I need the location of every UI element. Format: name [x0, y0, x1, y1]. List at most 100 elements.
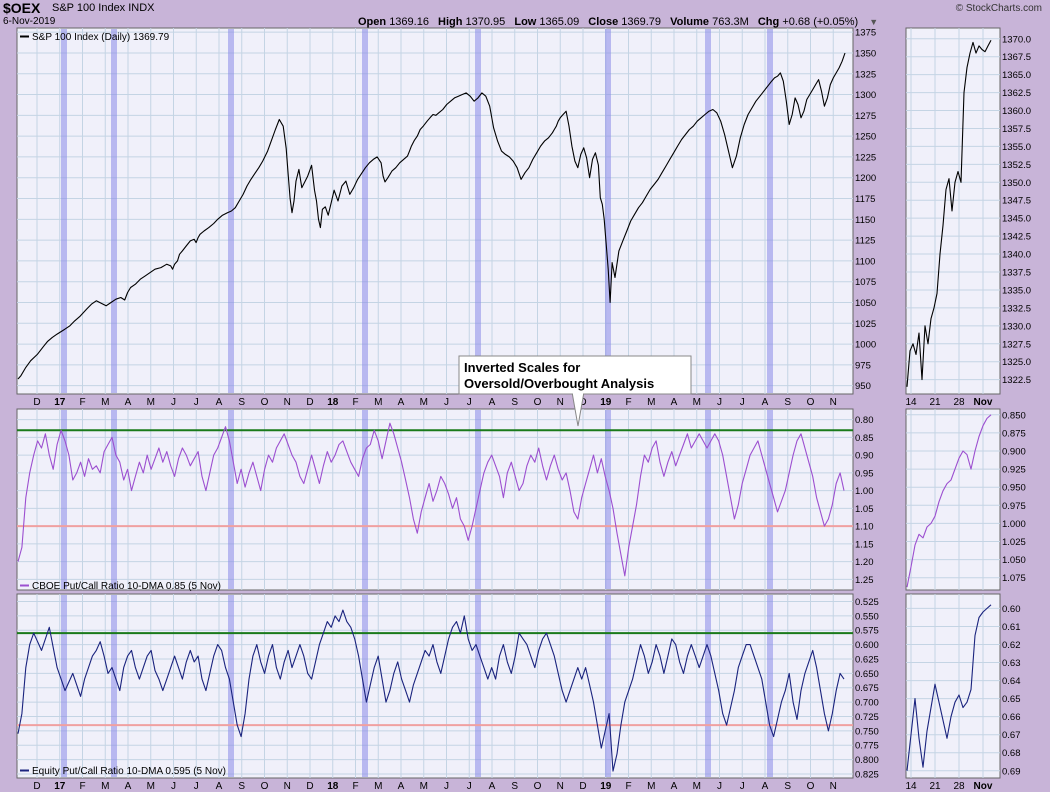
equity-zoom-y-tick-label: 0.64 [1002, 676, 1021, 687]
price-zoom-y-tick-label: 1340.0 [1002, 250, 1031, 261]
equity-x-tick-label: F [79, 781, 85, 792]
cboe-zoom-y-tick-label: 0.850 [1002, 410, 1026, 421]
triangle-down-icon[interactable]: ▼ [869, 17, 879, 27]
equity-zoom-x-tick-label: 28 [953, 781, 965, 792]
equity-x-tick-label: O [261, 781, 269, 792]
cboe-zoom-y-tick-label: 0.900 [1002, 446, 1026, 457]
cboe-y-tick-label: 1.00 [855, 486, 874, 497]
price-x-tick-label: F [625, 397, 631, 408]
price-zoom-y-tick-label: 1322.5 [1002, 375, 1031, 386]
equity-y-tick-label: 0.725 [855, 712, 879, 723]
price-x-tick-label: N [557, 397, 564, 408]
change-field: Chg +0.68 (+0.05%) [757, 16, 859, 28]
equity-x-tick-label: J [194, 781, 199, 792]
price-y-tick-label: 1100 [855, 256, 875, 267]
chart-date: 6-Nov-2019 [3, 16, 56, 27]
cboe-signal-band [605, 410, 611, 589]
equity-signal-band [362, 595, 368, 777]
equity-zoom-y-tick-label: 0.62 [1002, 640, 1021, 651]
price-x-tick-label: O [807, 397, 815, 408]
price-y-tick-label: 1200 [855, 173, 876, 184]
equity-x-tick-label: J [444, 781, 449, 792]
equity-x-tick-label: F [625, 781, 631, 792]
equity-zoom-series-line [906, 604, 992, 771]
equity-x-tick-label: O [534, 781, 542, 792]
cboe-y-tick-label: 1.15 [855, 539, 874, 550]
equity-x-tick-label: S [238, 781, 245, 792]
price-signal-band [61, 29, 67, 393]
equity-x-tick-label: A [216, 781, 223, 792]
equity-x-tick-label: M [647, 781, 655, 792]
price-zoom-plot-bg [905, 27, 1001, 395]
price-y-tick-label: 1150 [855, 215, 875, 226]
equity-y-tick-label: 0.625 [855, 654, 879, 665]
equity-x-tick-label: A [398, 781, 405, 792]
equity-zoom-x-tick-label: 14 [905, 781, 917, 792]
price-y-tick-label: 1350 [855, 48, 876, 59]
price-x-tick-label: F [352, 397, 358, 408]
equity-y-tick-label: 0.650 [855, 669, 879, 680]
cboe-zoom-y-tick-label: 1.025 [1002, 537, 1026, 548]
copyright: © StockCharts.com [955, 3, 1042, 14]
cboe-y-tick-label: 1.25 [855, 575, 874, 586]
price-zoom-y-tick-label: 1350.0 [1002, 178, 1031, 189]
ohlc-readout: Open 1369.16 High 1370.95 Low 1365.09 Cl… [358, 16, 884, 28]
cboe-y-tick-label: 0.95 [855, 468, 874, 479]
cboe-signal-band [228, 410, 234, 589]
price-y-tick-label: 1275 [855, 111, 876, 122]
price-x-tick-label: A [398, 397, 405, 408]
equity-signal-band [767, 595, 773, 777]
equity-x-tick-label: J [171, 781, 176, 792]
equity-signal-band [705, 595, 711, 777]
equity-signal-band [475, 595, 481, 777]
price-x-tick-label: 18 [327, 397, 339, 408]
price-x-tick-label: J [467, 397, 472, 408]
price-zoom-y-tick-label: 1362.5 [1002, 88, 1031, 99]
equity-x-tick-label: A [671, 781, 678, 792]
price-zoom-y-tick-label: 1360.0 [1002, 106, 1031, 117]
price-zoom-y-tick-label: 1327.5 [1002, 339, 1031, 350]
price-x-tick-label: A [671, 397, 678, 408]
price-y-tick-label: 1075 [855, 277, 876, 288]
price-signal-band [111, 29, 117, 393]
price-x-tick-label: J [717, 397, 722, 408]
equity-zoom-y-tick-label: 0.61 [1002, 622, 1021, 633]
equity-x-tick-label: M [420, 781, 428, 792]
cboe-signal-band [111, 410, 117, 589]
equity-y-tick-label: 0.575 [855, 626, 879, 637]
cboe-plot-bg [16, 408, 854, 591]
annotation-pointer-join [573, 392, 583, 395]
price-x-tick-label: J [444, 397, 449, 408]
equity-x-tick-label: J [717, 781, 722, 792]
equity-x-tick-label: F [352, 781, 358, 792]
price-x-tick-label: A [762, 397, 769, 408]
equity-y-tick-label: 0.525 [855, 597, 879, 608]
price-signal-band [705, 29, 711, 393]
price-y-tick-label: 1050 [855, 298, 876, 309]
price-zoom-y-tick-label: 1352.5 [1002, 160, 1031, 171]
price-x-tick-label: S [511, 397, 518, 408]
price-x-tick-label: A [216, 397, 223, 408]
price-y-tick-label: 1225 [855, 152, 876, 163]
cboe-signal-band [362, 410, 368, 589]
equity-x-tick-label: M [147, 781, 155, 792]
price-x-tick-label: M [147, 397, 155, 408]
price-x-tick-label: O [534, 397, 542, 408]
open-field: Open 1369.16 [358, 16, 429, 28]
equity-x-tick-label: N [557, 781, 564, 792]
price-x-tick-label: 19 [600, 397, 612, 408]
equity-x-tick-label: N [830, 781, 837, 792]
cboe-legend-label: CBOE Put/Call Ratio 10-DMA 0.85 (5 Nov) [32, 581, 221, 592]
price-x-tick-label: M [420, 397, 428, 408]
price-zoom-y-tick-label: 1325.0 [1002, 357, 1031, 368]
cboe-zoom-y-tick-label: 0.925 [1002, 465, 1026, 476]
price-zoom-y-tick-label: 1347.5 [1002, 196, 1031, 207]
price-x-tick-label: D [579, 397, 586, 408]
equity-legend-label: Equity Put/Call Ratio 10-DMA 0.595 (5 No… [32, 766, 226, 777]
low-field: Low 1365.09 [514, 16, 580, 28]
equity-y-tick-label: 0.800 [855, 755, 879, 766]
equity-zoom-y-tick-label: 0.66 [1002, 712, 1021, 723]
price-x-tick-label: D [306, 397, 313, 408]
cboe-zoom-y-tick-label: 1.000 [1002, 519, 1026, 530]
price-y-tick-label: 1125 [855, 236, 875, 247]
